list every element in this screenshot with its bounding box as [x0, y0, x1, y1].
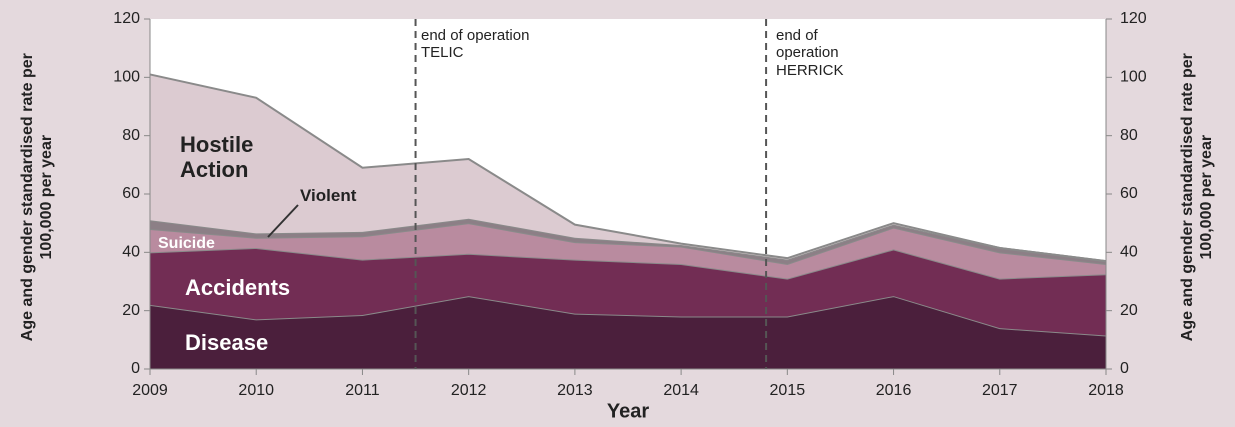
x-tick-label: 2009	[132, 382, 168, 399]
area-edge	[149, 73, 1107, 263]
y2-tick-label: 40	[1120, 244, 1138, 261]
y-tick-label: 60	[122, 185, 140, 202]
x-tick-label: 2014	[663, 382, 699, 399]
y2-tick-label: 120	[1120, 10, 1147, 27]
series-label: Violent	[300, 186, 357, 205]
annotation: end of operation HERRICK	[776, 27, 844, 79]
x-tick-label: 2012	[451, 382, 487, 399]
x-tick-label: 2013	[557, 382, 593, 399]
series-label: Disease	[185, 330, 269, 355]
area	[150, 247, 1106, 336]
area	[150, 74, 1106, 262]
y2-tick-label: 100	[1120, 69, 1147, 86]
pointer-line	[267, 204, 299, 238]
y2-tick-label: 60	[1120, 185, 1138, 202]
x-tick-label: 2015	[770, 382, 806, 399]
y2-tick-label: 20	[1120, 302, 1138, 319]
area	[150, 296, 1106, 369]
x-tick-label: 2018	[1088, 382, 1124, 399]
y-tick-label: 40	[122, 244, 140, 261]
series-label: Hostile Action	[180, 132, 254, 183]
x-tick-label: 2011	[345, 382, 380, 399]
y-tick-label: 0	[131, 360, 140, 377]
x-tick-label: 2010	[238, 382, 274, 399]
annotation: end of operation TELIC	[421, 27, 530, 62]
y2-tick-label: 0	[1120, 360, 1129, 377]
y2-axis-label: Age and gender standardised rate per 100…	[1178, 53, 1215, 342]
y-tick-label: 120	[113, 10, 140, 27]
series-label: Suicide	[158, 235, 215, 252]
y-axis-label: Age and gender standardised rate per 100…	[18, 53, 55, 342]
x-axis-label: Year	[607, 400, 649, 422]
y-tick-label: 80	[122, 127, 140, 144]
x-tick-label: 2017	[982, 382, 1018, 399]
y-tick-label: 100	[113, 69, 140, 86]
y2-tick-label: 80	[1120, 127, 1138, 144]
x-tick-label: 2016	[876, 382, 912, 399]
y-tick-label: 20	[122, 302, 140, 319]
series-label: Accidents	[185, 275, 291, 300]
